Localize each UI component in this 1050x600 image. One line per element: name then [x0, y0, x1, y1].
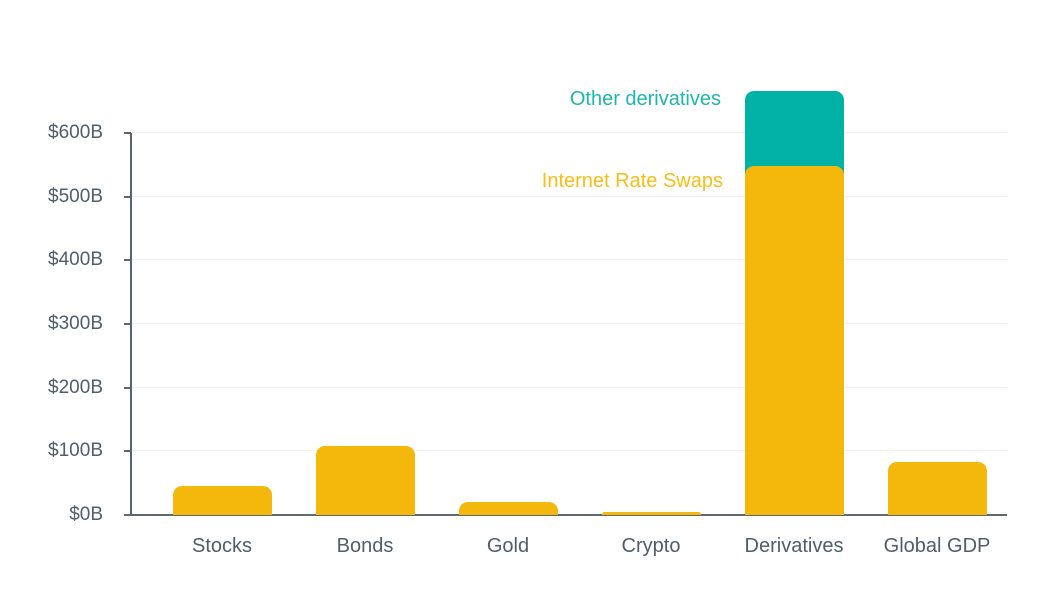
gridline-600 [130, 132, 1007, 133]
bar-derivatives-internet-rate-swaps [744, 166, 844, 515]
x-label-stocks: Stocks [191, 535, 253, 557]
bar-gold-internet-rate-swaps [458, 501, 558, 515]
y-tick-400 [124, 259, 131, 262]
y-tick-500 [124, 195, 131, 198]
x-label-global-gdp: Global GDP [883, 535, 991, 557]
x-label-derivatives: Derivatives [744, 535, 844, 557]
bar-stocks-internet-rate-swaps [172, 486, 272, 515]
y-tick-200 [124, 386, 131, 389]
y-tick-600 [124, 132, 131, 134]
gridline-400 [130, 259, 1007, 261]
x-label-crypto: Crypto [621, 535, 681, 557]
y-tick-label-400: $400B [48, 249, 103, 271]
y-tick-label-500: $500B [48, 185, 103, 207]
series-label-internet-rate-swaps: Internet Rate Swaps [541, 170, 723, 192]
y-tick-label-0: $0B [69, 504, 103, 525]
y-tick-label-300: $300B [48, 313, 103, 334]
y-tick-300 [124, 323, 131, 325]
y-axis-line [130, 133, 132, 516]
x-label-gold: Gold [486, 535, 530, 557]
y-tick-label-600: $600B [48, 122, 103, 143]
gridline-200 [130, 386, 1007, 388]
bar-crypto-internet-rate-swaps [601, 512, 701, 515]
y-tick-100 [124, 450, 131, 453]
gridline-300 [130, 323, 1007, 324]
x-axis-line [124, 514, 1007, 516]
gridline-100 [130, 450, 1007, 452]
series-label-other-derivatives: Other derivatives [569, 88, 721, 110]
bar-global-gdp-internet-rate-swaps [887, 462, 987, 515]
gridline-500 [130, 195, 1007, 197]
bar-bonds-internet-rate-swaps [315, 446, 415, 515]
y-tick-label-100: $100B [48, 440, 103, 462]
x-label-bonds: Bonds [336, 535, 394, 557]
y-tick-label-200: $200B [48, 376, 103, 398]
bar-derivatives-other-derivatives [744, 90, 844, 177]
